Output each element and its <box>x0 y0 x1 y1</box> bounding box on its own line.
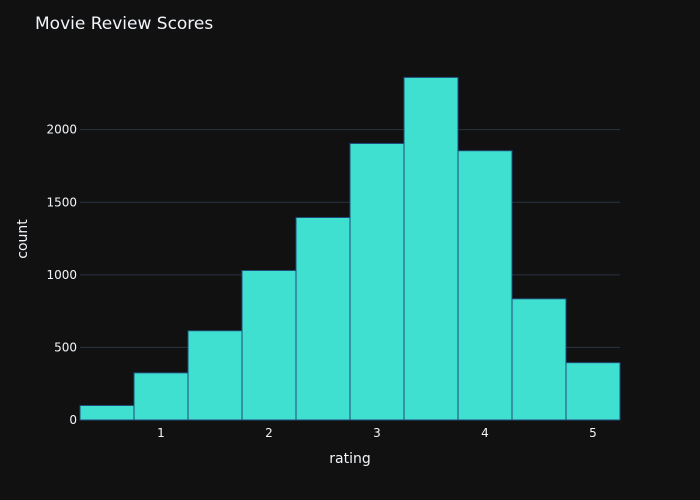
histogram-bar-0 <box>79 404 135 421</box>
y-axis-title: count <box>15 219 31 259</box>
y-tick-label-1500: 1500 <box>46 195 77 209</box>
x-tick-label-2: 2 <box>265 426 273 440</box>
y-tick-label-2000: 2000 <box>46 123 77 137</box>
histogram-bar-3 <box>241 269 297 421</box>
histogram-bars <box>79 76 621 421</box>
y-tick-label-0: 0 <box>69 413 77 427</box>
y-tick-label-1000: 1000 <box>46 268 77 282</box>
x-tick-label-4: 4 <box>481 426 489 440</box>
x-tick-label-3: 3 <box>373 426 381 440</box>
histogram-bar-4 <box>295 217 351 421</box>
x-tick-label-5: 5 <box>589 426 597 440</box>
chart-title: Movie Review Scores <box>35 14 213 34</box>
y-axis-ticks: 0 500 1000 1500 2000 <box>46 123 77 427</box>
histogram-bar-6 <box>403 76 459 421</box>
histogram-bar-2 <box>187 330 243 421</box>
x-axis-title: rating <box>329 451 370 467</box>
y-tick-label-500: 500 <box>54 340 77 354</box>
histogram-bar-7 <box>457 150 513 421</box>
histogram-bar-5 <box>349 142 405 421</box>
x-tick-label-1: 1 <box>157 426 165 440</box>
histogram-bar-1 <box>133 372 189 421</box>
histogram-bar-9 <box>565 362 621 421</box>
histogram-bar-8 <box>511 298 567 421</box>
x-axis-ticks: 1 2 3 4 5 <box>157 426 597 440</box>
